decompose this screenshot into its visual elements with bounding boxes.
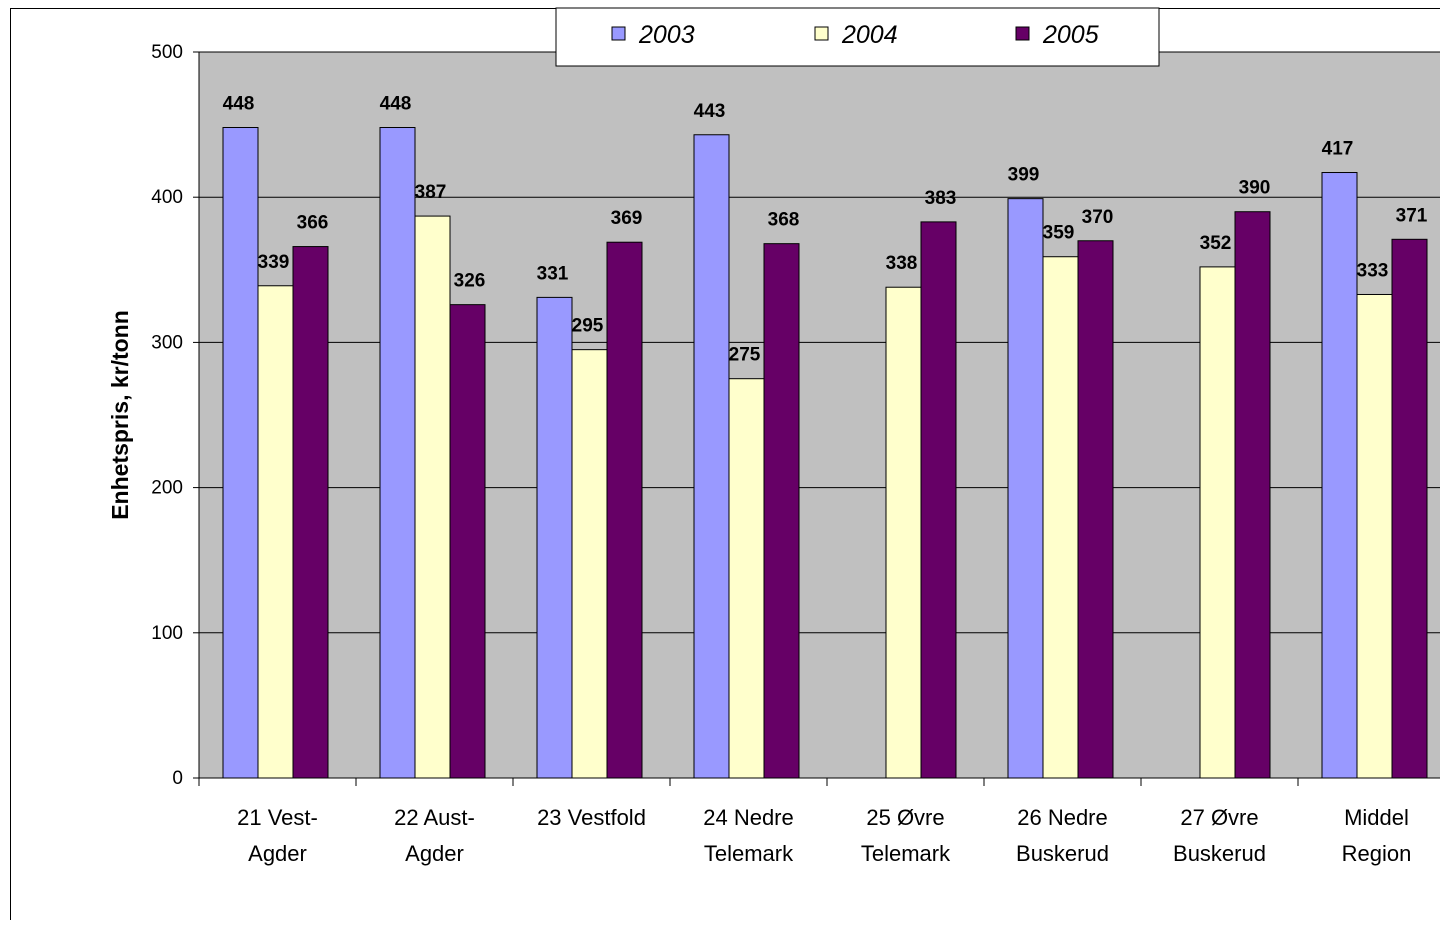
data-label: 295 bbox=[572, 316, 604, 337]
data-label: 390 bbox=[1239, 178, 1271, 199]
bar-2005 bbox=[1392, 239, 1427, 778]
bar-2004 bbox=[1200, 267, 1235, 778]
data-label: 443 bbox=[694, 101, 726, 122]
y-tick-label: 0 bbox=[172, 768, 183, 789]
bar-2004 bbox=[886, 287, 921, 778]
data-label: 366 bbox=[297, 213, 329, 234]
legend-label: 2003 bbox=[638, 21, 695, 49]
data-label: 370 bbox=[1082, 207, 1114, 228]
y-tick-label: 100 bbox=[151, 623, 183, 644]
data-label: 339 bbox=[258, 252, 290, 273]
bar-2004 bbox=[729, 379, 764, 778]
bar-2005 bbox=[450, 305, 485, 778]
bar-2003 bbox=[1008, 199, 1043, 778]
bar-2005 bbox=[1235, 212, 1270, 778]
data-label: 331 bbox=[537, 263, 569, 284]
data-label: 368 bbox=[768, 210, 800, 231]
bar-2004 bbox=[258, 286, 293, 778]
bar-2005 bbox=[607, 242, 642, 778]
legend-swatch-2003 bbox=[612, 27, 625, 40]
bar-2005 bbox=[293, 247, 328, 778]
legend-swatch-2004 bbox=[815, 27, 828, 40]
legend-swatch-2005 bbox=[1016, 27, 1029, 40]
bar-2003 bbox=[694, 135, 729, 778]
bar-2005 bbox=[1078, 241, 1113, 778]
data-label: 399 bbox=[1008, 165, 1040, 186]
data-label: 448 bbox=[380, 94, 412, 115]
bar-2003 bbox=[223, 128, 258, 778]
y-tick-label: 300 bbox=[151, 332, 183, 353]
bar-2004 bbox=[1357, 294, 1392, 778]
bar-2004 bbox=[572, 350, 607, 778]
bar-2003 bbox=[537, 297, 572, 778]
data-label: 275 bbox=[729, 345, 761, 366]
data-label: 417 bbox=[1322, 139, 1354, 160]
legend-label: 2004 bbox=[841, 21, 898, 49]
data-label: 338 bbox=[886, 253, 918, 274]
bar-2004 bbox=[415, 216, 450, 778]
data-label: 383 bbox=[925, 188, 957, 209]
data-label: 387 bbox=[415, 182, 447, 203]
bar-2003 bbox=[380, 128, 415, 778]
bar-2005 bbox=[764, 244, 799, 778]
data-label: 326 bbox=[454, 271, 486, 292]
bar-2005 bbox=[921, 222, 956, 778]
data-label: 352 bbox=[1200, 233, 1232, 254]
x-tick-label: 23 Vestfold bbox=[537, 805, 646, 830]
y-tick-label: 500 bbox=[151, 42, 183, 63]
y-tick-label: 400 bbox=[151, 187, 183, 208]
y-axis-title: Enhetspris, kr/tonn bbox=[107, 310, 133, 520]
bar-2004 bbox=[1043, 257, 1078, 778]
data-label: 371 bbox=[1396, 205, 1428, 226]
data-label: 359 bbox=[1043, 223, 1075, 244]
y-tick-label: 200 bbox=[151, 478, 183, 499]
data-label: 369 bbox=[611, 208, 643, 229]
legend-label: 2005 bbox=[1042, 21, 1099, 49]
bar-2003 bbox=[1322, 173, 1357, 778]
data-label: 333 bbox=[1357, 260, 1389, 281]
data-label: 448 bbox=[223, 94, 255, 115]
